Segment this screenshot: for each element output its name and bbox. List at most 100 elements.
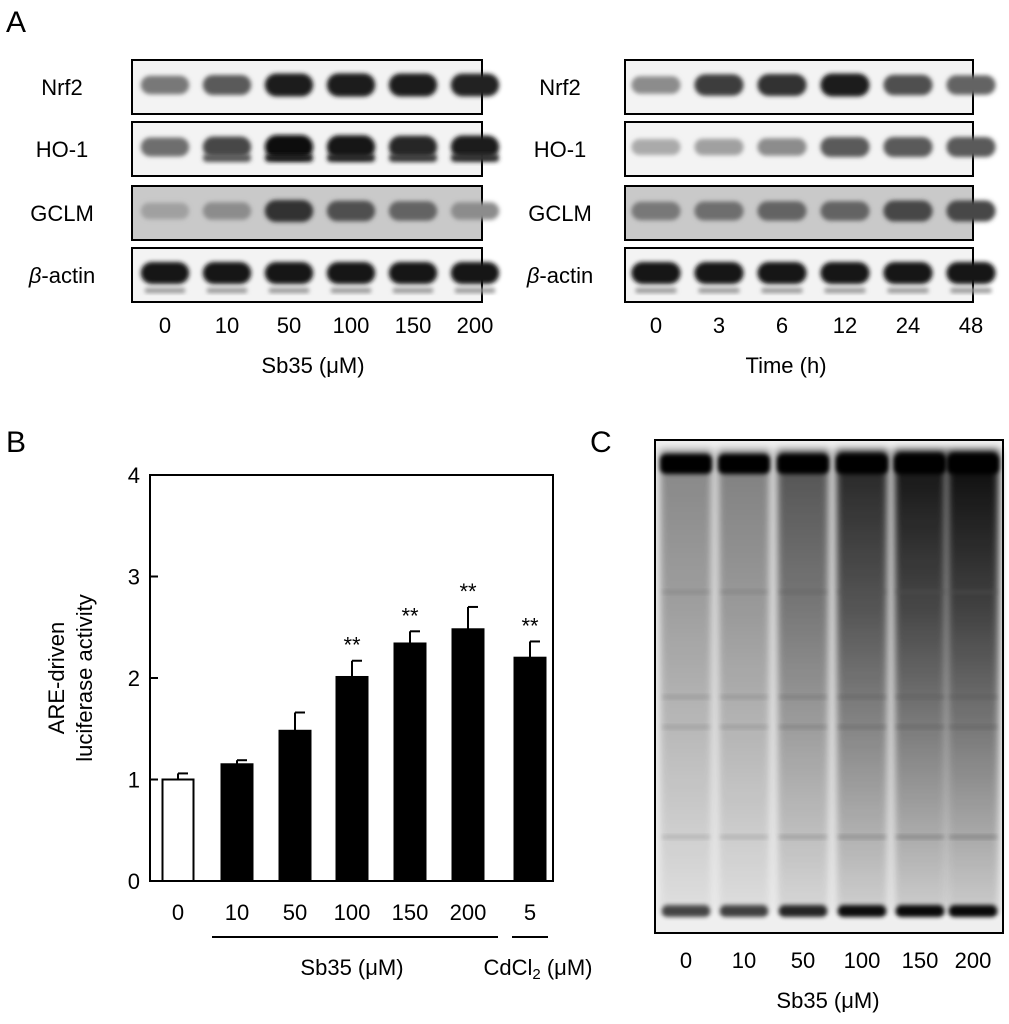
y-tick-label: 4 bbox=[128, 463, 140, 488]
significance-marker: ** bbox=[343, 633, 361, 658]
panel-a-left-xlabel: Sb35 (μM) bbox=[261, 353, 364, 378]
blot-band bbox=[202, 262, 252, 284]
blot-row-label: GCLM bbox=[528, 201, 592, 226]
blot-row-label: Nrf2 bbox=[41, 75, 83, 100]
gel-top-band bbox=[777, 454, 829, 474]
blot-lane-label: 100 bbox=[333, 313, 370, 338]
gel-top-band bbox=[836, 454, 888, 474]
blot-band-minor bbox=[330, 288, 372, 293]
x-tick-label: 50 bbox=[283, 900, 307, 925]
blot-band bbox=[820, 201, 870, 221]
gel-faint-band bbox=[779, 725, 827, 729]
blot-band bbox=[631, 201, 681, 221]
gel-faint-band bbox=[662, 590, 710, 594]
gel-faint-band bbox=[662, 695, 710, 699]
gel-bottom-band bbox=[720, 905, 768, 917]
gel-lane-smear bbox=[718, 450, 770, 913]
gel-faint-band bbox=[896, 725, 944, 729]
blot-band-minor bbox=[388, 154, 438, 162]
gel-lane-smear bbox=[836, 450, 888, 913]
chart-bars: ** ** ** ** bbox=[161, 579, 547, 883]
bar bbox=[513, 656, 547, 883]
gel-faint-band bbox=[838, 590, 886, 594]
significance-marker: ** bbox=[521, 613, 539, 638]
blot-band bbox=[694, 201, 744, 221]
blot-band bbox=[450, 262, 500, 284]
blot-band bbox=[694, 138, 744, 156]
group-label-cdcl2: CdCl2 (μM) bbox=[483, 955, 592, 983]
blot-band bbox=[264, 73, 314, 97]
gel-lane-label: 0 bbox=[680, 948, 692, 973]
gel-lane-label: 100 bbox=[844, 948, 881, 973]
significance-marker: ** bbox=[459, 579, 477, 604]
blot-band bbox=[264, 262, 314, 284]
gel-faint-band bbox=[949, 725, 997, 729]
bar bbox=[161, 778, 195, 882]
blot-row-label: β-actin bbox=[526, 263, 593, 288]
gel-faint-band bbox=[896, 695, 944, 699]
y-tick-label: 3 bbox=[128, 565, 140, 590]
chart-x-axis: 0 10 50 100 150 200 5 Sb35 (μM) CdCl2 (μM) bbox=[172, 900, 593, 983]
gel-lane-smear bbox=[947, 450, 999, 913]
blot-band bbox=[202, 136, 252, 158]
x-tick-label: 150 bbox=[392, 900, 429, 925]
x-tick-label: 10 bbox=[225, 900, 249, 925]
blot-row-label: HO-1 bbox=[534, 137, 587, 162]
blot-row-label: β-actin bbox=[28, 263, 95, 288]
x-tick-label: 5 bbox=[524, 900, 536, 925]
blot-band bbox=[757, 138, 807, 156]
blot-band bbox=[757, 262, 807, 284]
gel-faint-band bbox=[720, 835, 768, 839]
blot-lane-label: 10 bbox=[215, 313, 239, 338]
blot-row-label: Nrf2 bbox=[539, 75, 581, 100]
blot-band bbox=[140, 202, 190, 220]
blot-lane-label: 150 bbox=[395, 313, 432, 338]
blot-band-minor bbox=[206, 288, 248, 293]
bar bbox=[278, 729, 312, 883]
gel-lane-label: 150 bbox=[902, 948, 939, 973]
gel-faint-band bbox=[720, 590, 768, 594]
gel-lane-smear bbox=[660, 450, 712, 913]
blot-band bbox=[820, 262, 870, 284]
blot-band-minor bbox=[326, 154, 376, 162]
blot-band-minor bbox=[450, 154, 500, 162]
blot-band-minor bbox=[454, 288, 496, 293]
blot-band bbox=[631, 262, 681, 284]
y-tick-label: 0 bbox=[128, 869, 140, 894]
blot-band bbox=[140, 262, 190, 284]
gel-faint-band bbox=[779, 835, 827, 839]
blot-band bbox=[264, 135, 314, 159]
blot-lane-label: 50 bbox=[277, 313, 301, 338]
blot-band bbox=[326, 200, 376, 222]
blot-band bbox=[202, 202, 252, 220]
blot-band-minor bbox=[635, 288, 677, 293]
blot-band bbox=[883, 74, 933, 96]
gel-faint-band bbox=[779, 695, 827, 699]
x-tick-label: 200 bbox=[450, 900, 487, 925]
blot-band-minor bbox=[887, 288, 929, 293]
panel-b-bar-chart: 0 1 2 3 4 ** ** ** ** 0 10 50 100 150 200 5 Sb35 (μM) C… bbox=[44, 463, 593, 983]
gel-lane-smear bbox=[777, 450, 829, 913]
gel-faint-band bbox=[720, 695, 768, 699]
y-tick-label: 1 bbox=[128, 768, 140, 793]
panel-c-letter: C bbox=[590, 426, 612, 459]
blot-band bbox=[140, 75, 190, 95]
x-tick-label: 0 bbox=[172, 900, 184, 925]
gel-top-band bbox=[947, 454, 999, 474]
blot-row-label: HO-1 bbox=[36, 137, 89, 162]
gel-faint-band bbox=[838, 695, 886, 699]
blot-band bbox=[883, 200, 933, 222]
significance-marker: ** bbox=[401, 603, 419, 628]
blot-lane-label: 200 bbox=[457, 313, 494, 338]
blot-band-minor bbox=[392, 288, 434, 293]
chart-y-axis: 0 1 2 3 4 bbox=[128, 463, 158, 894]
gel-faint-band bbox=[896, 590, 944, 594]
chart-ylabel-line1: ARE-driven bbox=[44, 622, 69, 734]
blot-band bbox=[264, 200, 314, 222]
gel-faint-band bbox=[838, 835, 886, 839]
bar bbox=[451, 628, 485, 883]
blot-band-minor bbox=[950, 288, 992, 293]
blot-lane-label: 3 bbox=[713, 313, 725, 338]
blot-band bbox=[946, 262, 996, 284]
